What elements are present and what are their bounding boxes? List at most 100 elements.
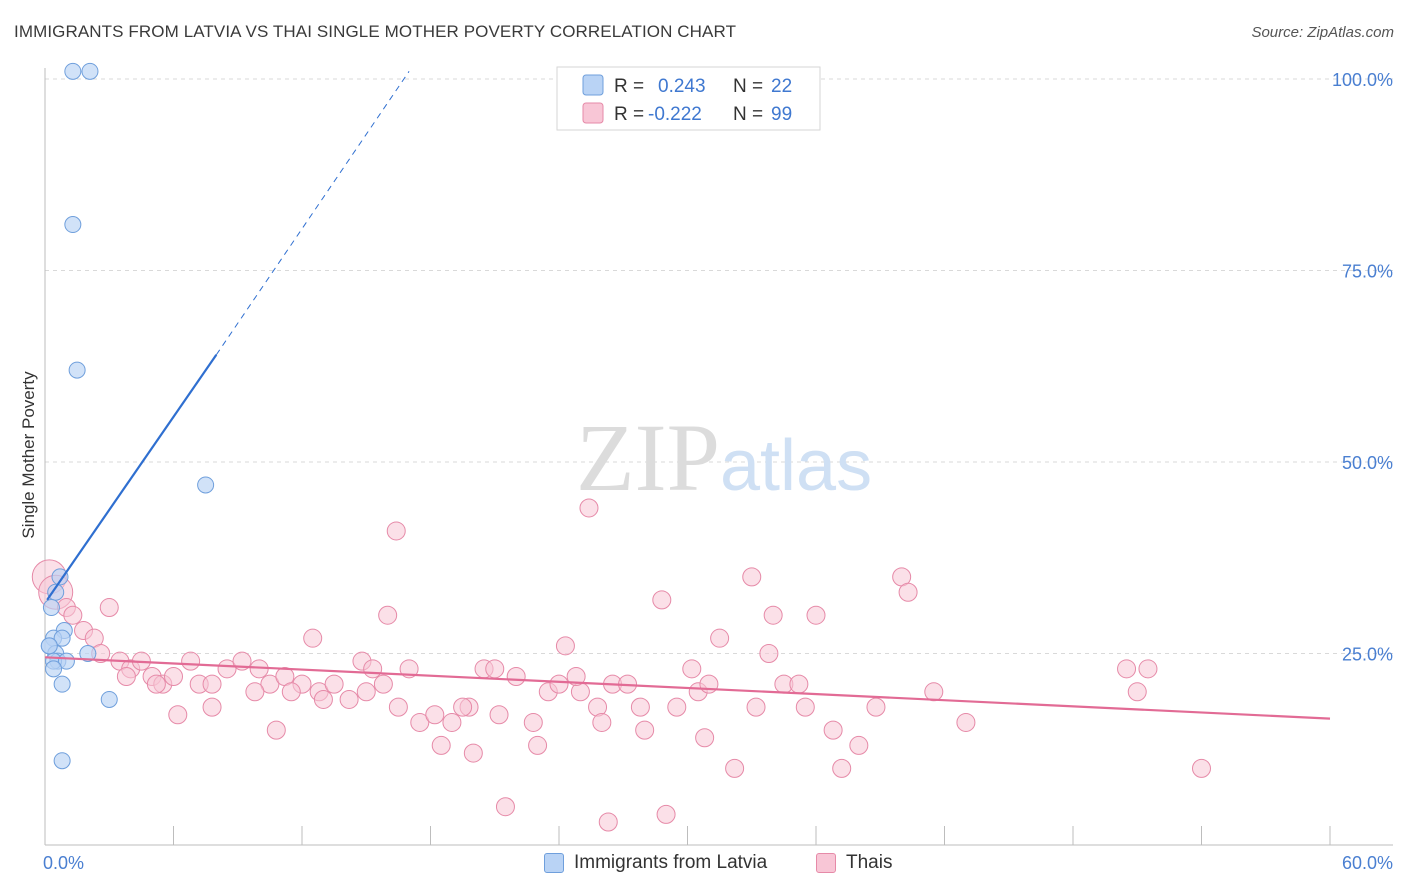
thai-point <box>1127 682 1147 702</box>
thai-point <box>759 644 779 663</box>
latvia-point <box>53 675 71 693</box>
thai-point <box>742 567 762 587</box>
thai-point <box>956 712 976 732</box>
y-tick-label-1: 50.0% <box>1342 453 1393 473</box>
thai-point <box>598 812 618 832</box>
thai-point <box>849 735 869 755</box>
y-tick-label-0: 25.0% <box>1342 645 1393 665</box>
thai-point <box>710 628 730 648</box>
grid-lines <box>45 78 1393 654</box>
thai-point <box>378 605 398 625</box>
latvia-point <box>53 629 71 647</box>
thai-point <box>281 682 301 702</box>
latvia-point <box>79 645 97 662</box>
thai-point <box>373 674 393 694</box>
latvia-point <box>45 660 63 678</box>
thai-point <box>485 659 505 679</box>
bottom-legend-item-latvia: Immigrants from Latvia <box>544 852 767 874</box>
y-tick-label-3: 100.0% <box>1332 70 1393 90</box>
thai-point <box>431 735 451 755</box>
legend-box: R = 0.243 N = 22 R = -0.222 N = 99 <box>556 66 821 131</box>
thai-point <box>266 720 286 740</box>
thai-point <box>146 674 166 694</box>
thai-point <box>217 659 237 679</box>
bottom-legend: Immigrants from Latvia Thais <box>0 850 1406 878</box>
thai-point <box>363 659 383 679</box>
thai-point <box>99 598 119 618</box>
thai-point <box>324 674 344 694</box>
thai-point <box>313 689 333 709</box>
latvia-point <box>53 752 71 770</box>
x-tick-label-0: 0.0% <box>43 853 84 873</box>
watermark-atlas: atlas <box>720 426 872 506</box>
thai-point <box>245 682 265 702</box>
thai-point <box>1117 659 1137 679</box>
thai-point <box>549 674 569 694</box>
thai-point <box>746 697 766 717</box>
axes <box>44 68 1393 846</box>
trend-lines <box>44 71 1331 720</box>
thai-point <box>699 674 719 694</box>
legend-r-label-latvia: R = <box>614 76 644 97</box>
thai-point <box>495 797 515 817</box>
thai-point <box>763 605 783 625</box>
latvia-point <box>40 637 58 655</box>
thai-point <box>260 674 280 694</box>
latvia-trend-line <box>46 354 218 601</box>
latvia-point <box>68 361 86 379</box>
thai-point <box>725 758 745 778</box>
legend-n-value-thai: 99 <box>771 104 792 125</box>
thai-point <box>202 697 222 717</box>
source-label: Source: ZipAtlas.com <box>1251 24 1394 41</box>
thai-point <box>528 735 548 755</box>
x-tick-label-1: 60.0% <box>1342 853 1393 873</box>
thai-point <box>386 521 406 541</box>
thai-point <box>202 674 222 694</box>
bottom-legend-label-thai: Thais <box>846 852 893 873</box>
thai-trend-line <box>44 656 1331 720</box>
thai-point <box>356 682 376 702</box>
thai-point <box>523 712 543 732</box>
thai-point <box>164 666 183 686</box>
thai-point <box>924 682 944 702</box>
thai-point <box>425 705 445 725</box>
thai-point <box>823 720 843 740</box>
thai-point <box>463 743 483 763</box>
bottom-legend-item-thai: Thais <box>816 852 892 874</box>
thai-point <box>898 582 918 602</box>
legend-swatch-latvia <box>582 74 604 96</box>
thai-point <box>339 689 359 709</box>
thai-point <box>566 666 586 686</box>
thai-point <box>442 712 462 732</box>
thai-point <box>592 712 612 732</box>
thai-point <box>303 628 323 648</box>
thai-point <box>789 674 809 694</box>
tick-labels: 25.0% 50.0% 75.0% 100.0% 0.0% 60.0% <box>43 70 1393 873</box>
bottom-legend-swatch-latvia <box>544 853 564 873</box>
legend-swatch-thai <box>582 102 604 124</box>
thai-point <box>579 498 599 518</box>
thai-point <box>656 804 676 824</box>
thai-point <box>667 697 687 717</box>
thai-point <box>1192 758 1211 778</box>
thai-point <box>410 712 430 732</box>
latvia-trend-extension <box>215 71 410 356</box>
y-tick-label-2: 75.0% <box>1342 262 1393 282</box>
thai-point <box>795 697 815 717</box>
thai-point <box>555 636 575 656</box>
thai-points <box>31 498 1211 832</box>
watermark-zip: ZIP <box>576 404 720 511</box>
thai-point <box>682 659 702 679</box>
latvia-point <box>197 476 215 494</box>
thai-point <box>1138 659 1158 679</box>
thai-point <box>181 651 201 671</box>
latvia-point <box>64 62 82 80</box>
thai-point <box>652 590 672 610</box>
thai-point <box>116 666 136 686</box>
chart-title: IMMIGRANTS FROM LATVIA VS THAI SINGLE MO… <box>14 22 737 41</box>
latvia-point <box>81 62 99 80</box>
thai-point <box>866 697 886 717</box>
thai-point <box>489 705 509 725</box>
thai-point <box>388 697 408 717</box>
